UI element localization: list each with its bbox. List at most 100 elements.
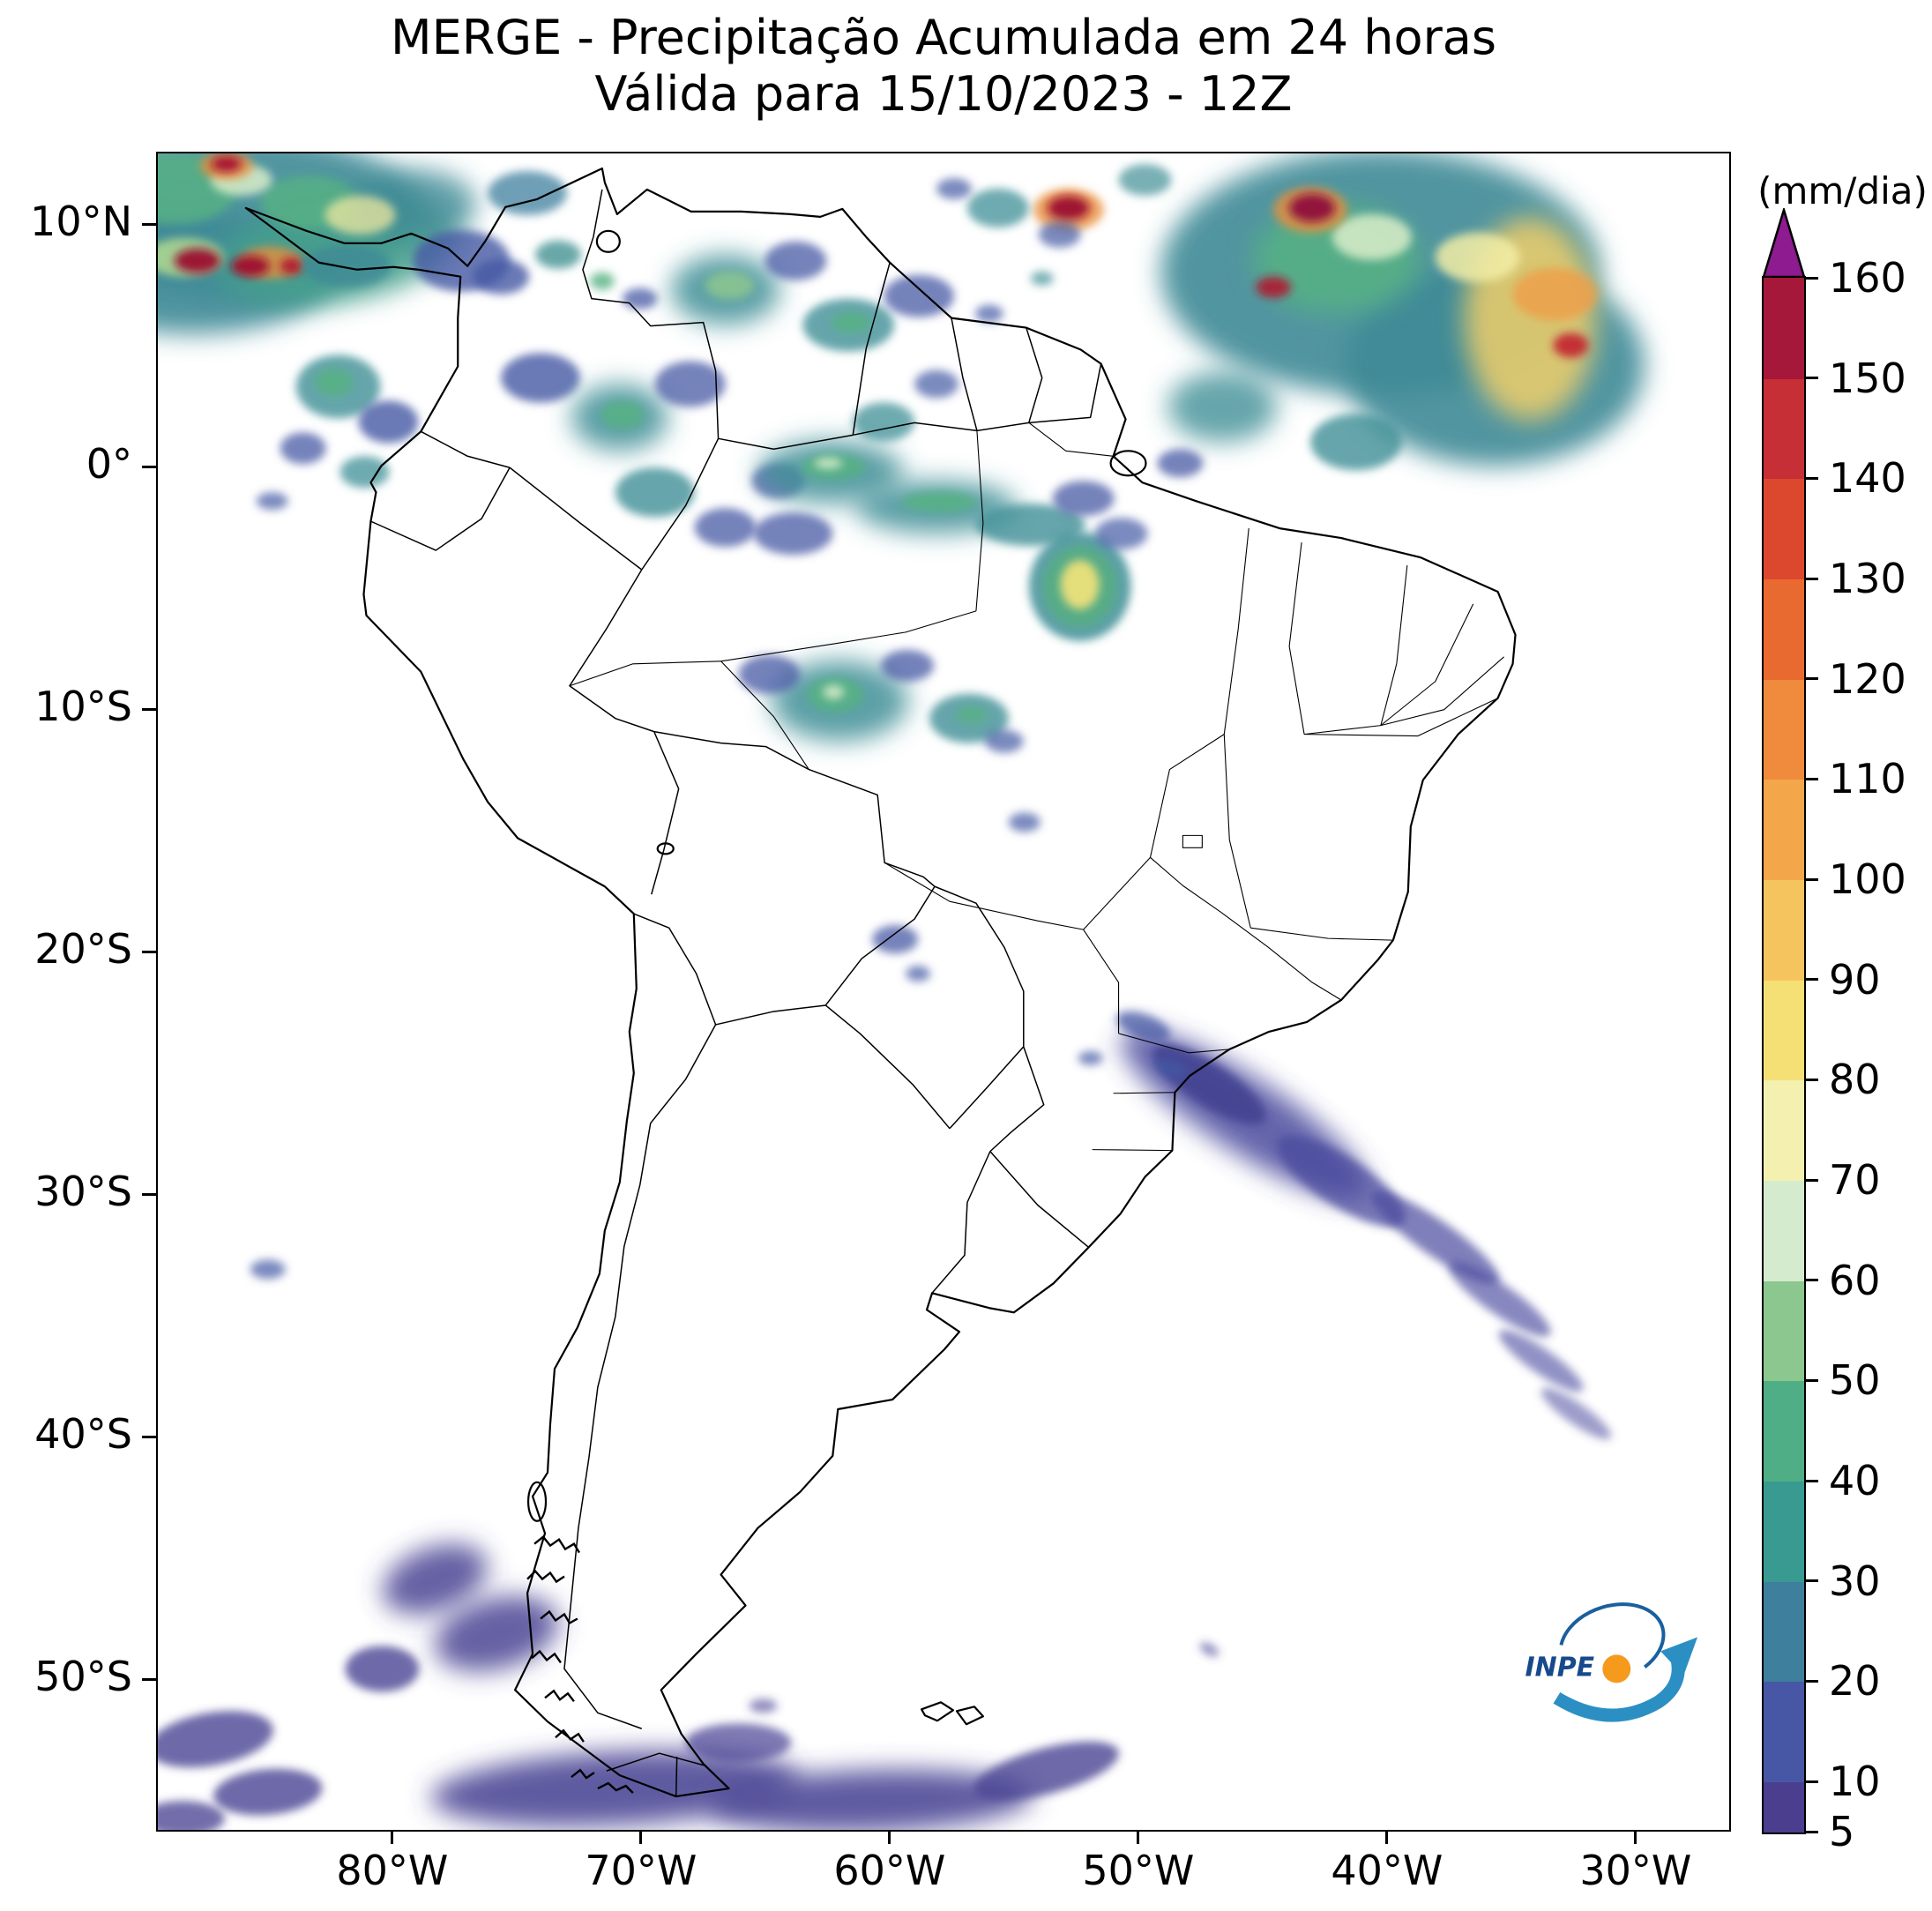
precip-blob xyxy=(324,195,396,235)
x-tick-mark xyxy=(639,1832,643,1844)
colorbar-segment xyxy=(1764,779,1804,881)
precip-blob xyxy=(906,966,931,982)
precip-blob xyxy=(814,458,843,469)
y-axis-tick-label: 40°S xyxy=(34,1409,132,1458)
colorbar-tick-mark xyxy=(1806,476,1818,480)
precip-blob xyxy=(1157,449,1204,478)
x-axis-tick-label: 80°W xyxy=(336,1847,449,1894)
colorbar-tick-mark xyxy=(1806,1078,1818,1081)
colorbar-tick-mark xyxy=(1806,677,1818,681)
precip-blob xyxy=(1553,332,1589,358)
precip-blob xyxy=(975,504,1085,547)
colorbar-segment xyxy=(1764,377,1804,480)
colorbar-segment xyxy=(1764,1580,1804,1683)
precip-blob xyxy=(823,684,845,699)
y-axis-tick-label: 0° xyxy=(86,439,132,488)
colorbar-tick-mark xyxy=(1806,1830,1818,1833)
precip-blob xyxy=(955,705,988,724)
precip-blob xyxy=(230,255,270,277)
inpe-logo-text: INPE xyxy=(1525,1652,1595,1683)
colorbar-tick-mark xyxy=(1806,1679,1818,1683)
y-tick-mark xyxy=(142,1436,156,1438)
x-tick-mark xyxy=(1634,1832,1637,1844)
precip-blob xyxy=(1078,1050,1103,1065)
precip-blob xyxy=(345,1646,420,1692)
precip-blob xyxy=(694,508,757,548)
precip-blob xyxy=(211,155,242,172)
precip-blob xyxy=(1008,812,1041,832)
precip-blob xyxy=(902,491,976,513)
colorbar-tick-label: 130 xyxy=(1829,555,1906,603)
colorbar-segment xyxy=(1764,278,1804,379)
colorbar-tick-label: 150 xyxy=(1829,354,1906,402)
precip-blob xyxy=(302,244,392,287)
y-axis-tick-label: 20°S xyxy=(34,924,132,973)
colorbar-tick-mark xyxy=(1806,1780,1818,1783)
colorbar-tick-label: 160 xyxy=(1829,254,1906,302)
y-tick-mark xyxy=(142,1193,156,1196)
colorbar-tick-label: 100 xyxy=(1829,855,1906,904)
x-tick-mark xyxy=(391,1832,394,1844)
colorbar-tick-label: 140 xyxy=(1829,454,1906,503)
y-axis-tick-label: 30°S xyxy=(34,1167,132,1215)
colorbar-tick-label: 120 xyxy=(1829,654,1906,703)
precip-blob xyxy=(853,402,915,442)
inpe-orbit-icon xyxy=(1559,1602,1666,1668)
south-america-map: INPE xyxy=(158,153,1698,1830)
x-tick-mark xyxy=(1385,1832,1389,1844)
precip-blob xyxy=(339,456,390,489)
y-axis-tick-label: 50°S xyxy=(34,1652,132,1700)
colorbar-segment xyxy=(1764,579,1804,680)
x-axis-tick-label: 70°W xyxy=(585,1847,697,1894)
colorbar-tick-label: 110 xyxy=(1829,755,1906,803)
precip-blob xyxy=(488,170,567,215)
colorbar-tick-mark xyxy=(1806,1479,1818,1482)
precip-blob xyxy=(615,467,695,518)
precip-blob xyxy=(984,729,1024,753)
precip-blob xyxy=(1167,371,1278,443)
precip-blob xyxy=(936,177,972,199)
precip-blob xyxy=(600,400,644,429)
colorbar-tick-mark xyxy=(1806,276,1818,280)
precip-blob xyxy=(358,400,419,444)
colorbar-segment xyxy=(1764,1079,1804,1182)
precip-blob xyxy=(1047,195,1090,220)
precip-blob xyxy=(973,1741,1119,1801)
chart-title-line1: MERGE - Precipitação Acumulada em 24 hor… xyxy=(391,10,1496,65)
colorbar-segment xyxy=(1764,979,1804,1081)
map-panel: INPE xyxy=(156,152,1731,1832)
precip-blob xyxy=(434,1595,559,1672)
precip-blob xyxy=(884,274,954,317)
x-tick-mark xyxy=(1137,1832,1140,1844)
precip-blob xyxy=(738,654,801,694)
colorbar-segment xyxy=(1764,478,1804,580)
precip-blob xyxy=(872,925,919,954)
colorbar-tick-mark xyxy=(1806,978,1818,982)
precip-blob xyxy=(1332,213,1412,260)
precip-blob xyxy=(589,272,615,290)
precip-blob xyxy=(914,370,959,399)
precip-blob xyxy=(1435,232,1520,282)
x-axis-tick-label: 40°W xyxy=(1331,1847,1443,1894)
precip-blob xyxy=(1030,271,1054,286)
coastline xyxy=(244,167,1517,1798)
precip-blob xyxy=(753,512,833,556)
precip-blob xyxy=(974,304,1003,323)
precip-blob xyxy=(707,1769,1033,1830)
precip-blob xyxy=(1094,518,1148,550)
precip-blob xyxy=(1154,1058,1189,1079)
precip-blob xyxy=(158,1711,273,1768)
precip-blob xyxy=(765,241,827,280)
precip-blob xyxy=(1512,267,1598,321)
precip-blob xyxy=(1310,414,1402,471)
precip-blob xyxy=(1116,1011,1170,1041)
colorbar-segment xyxy=(1764,1781,1804,1833)
precip-blob xyxy=(749,1698,778,1713)
precip-blob xyxy=(685,1723,792,1763)
colorbar-unit-label: (mm/dia) xyxy=(1757,169,1928,213)
precip-blob xyxy=(1498,1330,1584,1392)
colorbar-tick-mark xyxy=(1806,777,1818,780)
inpe-orange-dot-icon xyxy=(1602,1654,1631,1683)
colorbar-segment xyxy=(1764,1380,1804,1482)
